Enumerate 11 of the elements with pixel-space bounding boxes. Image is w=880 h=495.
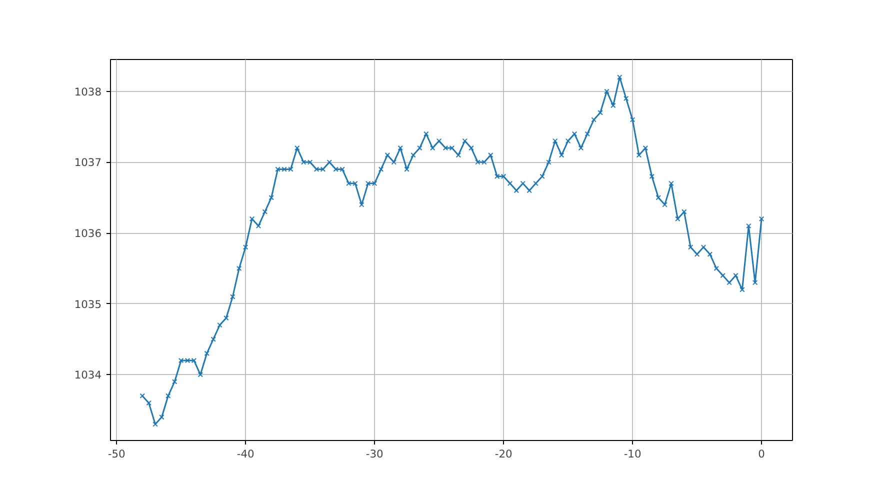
- x-tick-label: -10: [624, 448, 642, 460]
- y-tick-label: 1035: [74, 298, 102, 311]
- x-tick-label: -50: [108, 448, 126, 460]
- y-tick-label: 1037: [74, 156, 102, 170]
- y-tick-label: 1034: [74, 368, 102, 382]
- y-tick-label: 1038: [74, 85, 102, 98]
- x-tick-label: -20: [494, 448, 512, 460]
- x-tick-label: 0: [758, 448, 766, 460]
- x-tick-label: -40: [236, 448, 254, 460]
- y-tick-label: 1036: [74, 227, 102, 240]
- x-tick-label: -30: [366, 448, 384, 460]
